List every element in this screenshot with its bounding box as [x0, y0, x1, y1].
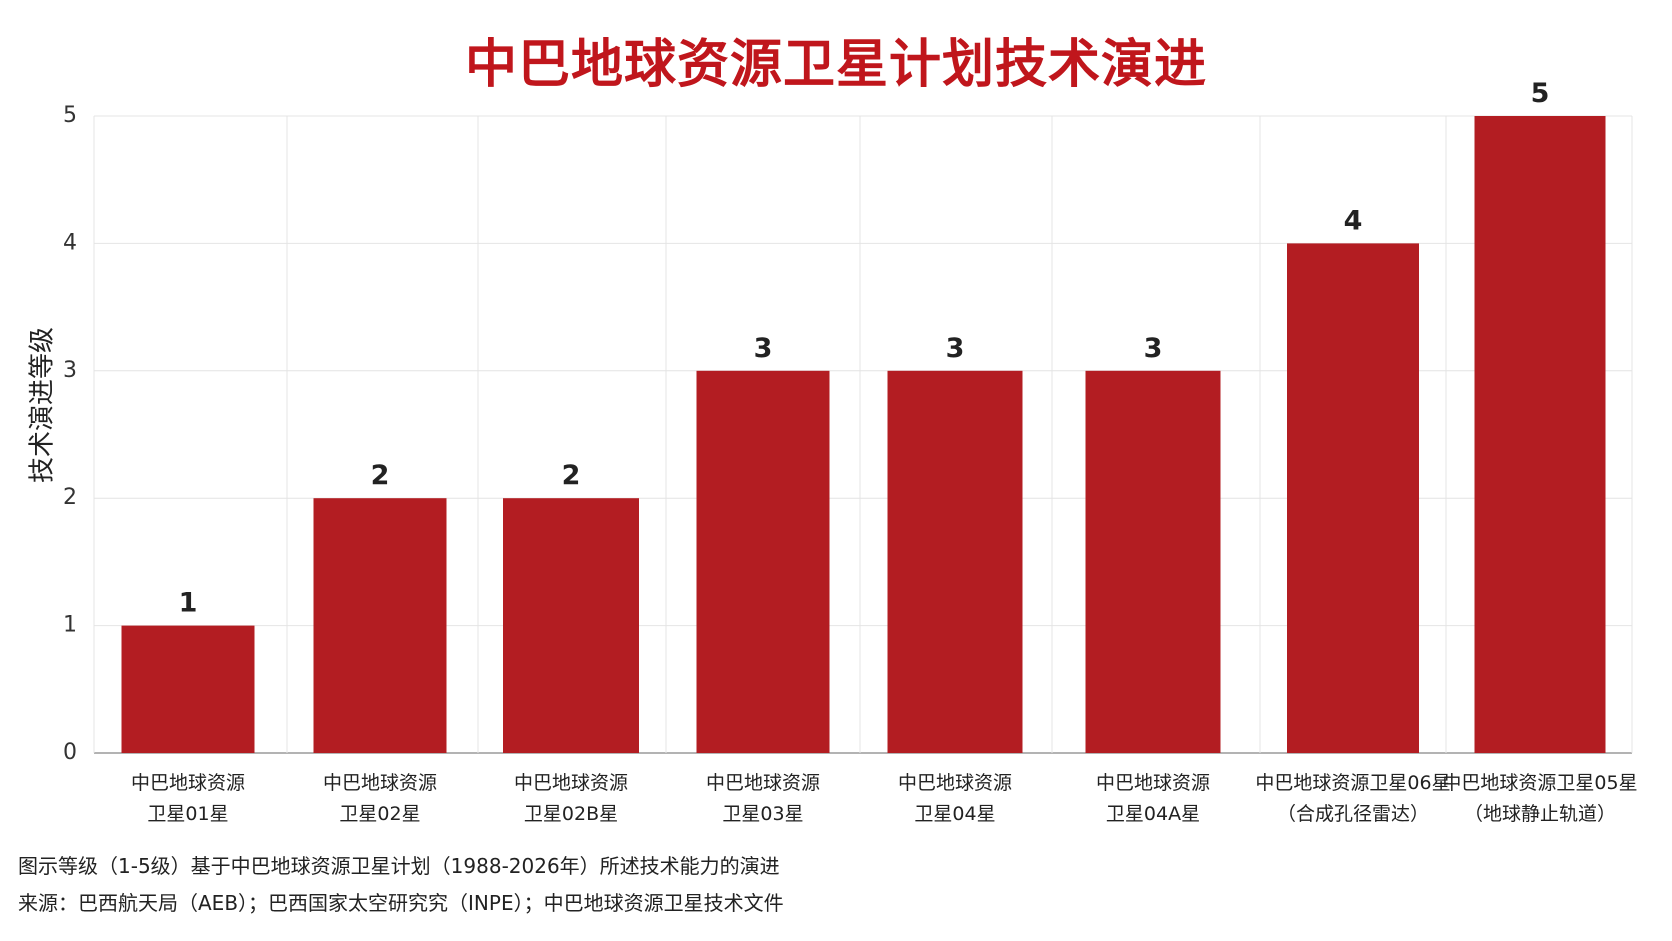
y-tick-label: 3 [63, 358, 77, 383]
bar-value-label: 2 [562, 460, 581, 491]
x-tick-label: 中巴地球资源 [898, 772, 1012, 794]
y-axis-ticks: 0 1 2 3 4 5 [63, 103, 77, 765]
bar [121, 625, 255, 753]
note-description: 图示等级（1-5级）基于中巴地球资源卫星计划（1988-2026年）所述技术能力… [18, 854, 780, 878]
y-tick-label: 2 [63, 485, 77, 510]
x-tick-label: 中巴地球资源 [514, 772, 628, 794]
x-tick-label: 卫星02星 [339, 803, 420, 825]
x-tick-label: 卫星02B星 [524, 803, 618, 825]
x-tick-label: 中巴地球资源 [1096, 772, 1210, 794]
x-tick-label: 中巴地球资源卫星05星 [1442, 772, 1637, 794]
bar-value-label: 5 [1531, 78, 1550, 109]
bar-value-label: 3 [754, 333, 773, 364]
bar [1287, 243, 1419, 753]
chart-title: 中巴地球资源卫星计划技术演进 [464, 35, 1207, 95]
bar [313, 498, 447, 753]
y-tick-label: 0 [63, 740, 77, 765]
x-tick-label: 中巴地球资源 [131, 772, 245, 794]
bar [696, 370, 830, 753]
y-tick-label: 4 [63, 230, 77, 255]
x-tick-label: 卫星03星 [722, 803, 803, 825]
x-tick-label: 中巴地球资源卫星06星 [1255, 772, 1450, 794]
bar-value-label: 1 [179, 588, 198, 619]
bar [887, 370, 1023, 753]
y-tick-label: 1 [63, 613, 77, 638]
x-tick-label: 卫星04A星 [1106, 803, 1200, 825]
bars [121, 116, 1606, 753]
x-tick-label: 卫星01星 [147, 803, 228, 825]
bar [1085, 370, 1221, 753]
bar [503, 498, 639, 753]
x-tick-label: （地球静止轨道） [1464, 803, 1616, 825]
bar-value-label: 2 [371, 460, 390, 491]
value-labels: 1 2 2 3 3 3 4 5 [179, 78, 1550, 619]
bar-value-label: 3 [1144, 333, 1163, 364]
bar [1474, 116, 1606, 753]
x-tick-label: 卫星04星 [914, 803, 995, 825]
x-tick-label: （合成孔径雷达） [1277, 803, 1429, 825]
x-tick-label: 中巴地球资源 [323, 772, 437, 794]
x-tick-label: 中巴地球资源 [706, 772, 820, 794]
y-axis-label: 技术演进等级 [28, 327, 58, 483]
bar-value-label: 4 [1344, 205, 1363, 236]
bar-value-label: 3 [946, 333, 965, 364]
y-tick-label: 5 [63, 103, 77, 128]
chart-notes: 图示等级（1-5级）基于中巴地球资源卫星计划（1988-2026年）所述技术能力… [18, 848, 784, 922]
note-source: 来源：巴西航天局（AEB）；巴西国家太空研究究（INPE）；中巴地球资源卫星技术… [18, 891, 784, 915]
x-axis-ticks: 中巴地球资源卫星01星中巴地球资源卫星02星中巴地球资源卫星02B星中巴地球资源… [131, 772, 1638, 825]
